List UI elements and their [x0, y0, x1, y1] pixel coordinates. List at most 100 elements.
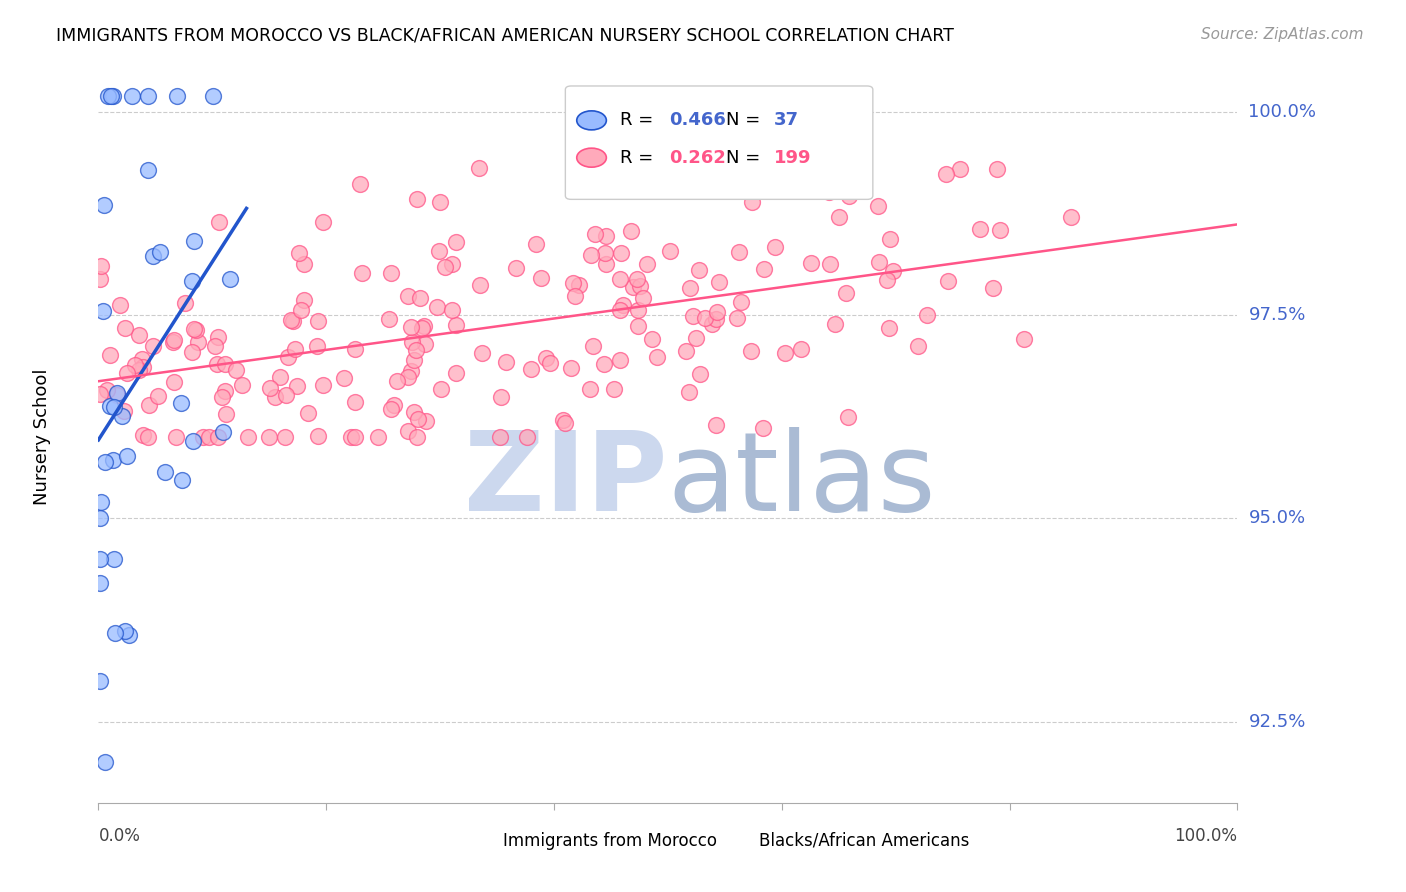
Point: [582, 168, 605, 182]
Point: [610, 245, 633, 260]
Point: [98, 348, 121, 362]
Point: [105, 386, 128, 401]
Point: [89, 387, 111, 401]
Point: [269, 369, 291, 384]
Point: [915, 309, 938, 323]
Point: [626, 272, 648, 286]
Point: [292, 256, 315, 270]
Point: [100, 88, 122, 103]
Point: [434, 260, 457, 274]
Point: [350, 266, 373, 280]
Point: [333, 371, 356, 385]
Point: [91, 304, 114, 318]
Point: [742, 176, 765, 190]
Point: [553, 413, 575, 427]
Point: [138, 399, 160, 413]
Point: [97, 88, 120, 103]
Point: [530, 271, 553, 285]
Point: [752, 421, 775, 435]
Point: [128, 327, 150, 342]
Text: R =: R =: [620, 112, 659, 129]
Point: [688, 263, 710, 277]
Point: [827, 210, 849, 224]
Point: [538, 356, 561, 370]
Point: [628, 278, 651, 293]
Text: Nursery School: Nursery School: [34, 368, 51, 506]
Point: [620, 224, 643, 238]
Point: [349, 177, 371, 191]
Circle shape: [576, 111, 606, 130]
Point: [612, 297, 634, 311]
Point: [259, 381, 281, 395]
Point: [603, 383, 626, 397]
Text: 37: 37: [773, 112, 799, 129]
Point: [90, 260, 112, 274]
Text: 0.466: 0.466: [669, 112, 725, 129]
Point: [877, 320, 900, 334]
Point: [225, 362, 247, 376]
Point: [170, 395, 193, 409]
Point: [882, 264, 904, 278]
Point: [536, 351, 558, 365]
Point: [297, 405, 319, 419]
Point: [108, 298, 131, 312]
Point: [560, 361, 582, 376]
Point: [174, 296, 197, 310]
Point: [193, 430, 215, 444]
Point: [132, 428, 155, 442]
Text: Source: ZipAtlas.com: Source: ZipAtlas.com: [1201, 27, 1364, 42]
Point: [592, 357, 614, 371]
Point: [693, 310, 716, 325]
Point: [627, 319, 650, 334]
Point: [142, 339, 165, 353]
Point: [343, 342, 366, 356]
Point: [214, 384, 236, 398]
Point: [98, 399, 121, 413]
FancyBboxPatch shape: [565, 86, 873, 200]
Text: N =: N =: [725, 112, 766, 129]
Point: [128, 362, 150, 376]
Point: [593, 245, 616, 260]
Point: [404, 353, 426, 368]
Point: [93, 197, 115, 211]
Point: [763, 240, 786, 254]
Point: [114, 624, 136, 639]
Point: [103, 400, 125, 414]
Point: [730, 295, 752, 310]
Point: [89, 673, 111, 688]
Point: [399, 364, 422, 378]
Point: [516, 430, 538, 444]
Text: Blacks/African Americans: Blacks/African Americans: [759, 832, 969, 850]
Point: [276, 388, 298, 402]
Point: [425, 300, 447, 314]
Text: 97.5%: 97.5%: [1249, 306, 1306, 324]
Point: [211, 390, 233, 404]
Point: [935, 167, 957, 181]
Point: [89, 576, 111, 591]
Point: [142, 249, 165, 263]
Point: [380, 402, 402, 417]
Circle shape: [728, 833, 755, 850]
Point: [824, 317, 846, 331]
Point: [800, 256, 823, 270]
Point: [740, 343, 762, 358]
Point: [277, 350, 299, 364]
Point: [444, 366, 467, 380]
Point: [183, 322, 205, 336]
Point: [153, 465, 176, 479]
Point: [201, 88, 224, 103]
Point: [582, 339, 605, 353]
Point: [121, 88, 143, 103]
Point: [621, 280, 644, 294]
Text: Immigrants from Morocco: Immigrants from Morocco: [503, 832, 717, 850]
Point: [1014, 332, 1036, 346]
Point: [741, 195, 763, 210]
Point: [838, 189, 860, 203]
Point: [868, 199, 890, 213]
Point: [305, 339, 328, 353]
Point: [675, 344, 697, 359]
Point: [409, 291, 432, 305]
Point: [307, 429, 329, 443]
Point: [678, 384, 700, 399]
Point: [837, 409, 859, 424]
